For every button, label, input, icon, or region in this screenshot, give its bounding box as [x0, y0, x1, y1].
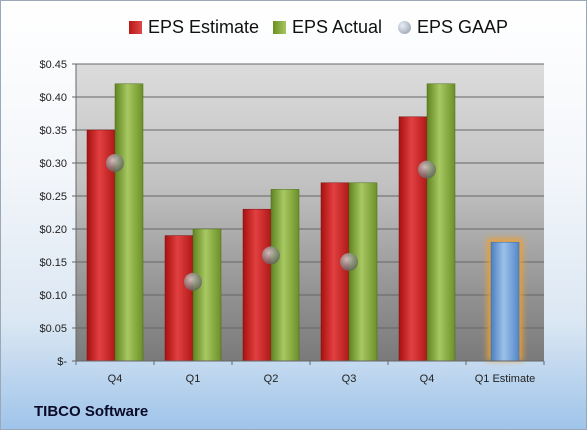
bar-eps-estimate — [164, 235, 194, 362]
marker-eps-gaap — [106, 154, 124, 172]
y-tick-label: $0.15 — [39, 257, 67, 269]
x-axis: Q4 Q1 Q2 Q3 Q4 Q1 Estimate — [75, 360, 545, 385]
marker-eps-gaap — [262, 246, 280, 265]
bar-eps-actual — [114, 83, 144, 362]
x-tick-label: Q1 — [186, 373, 201, 385]
y-tick-label: $0.10 — [39, 290, 67, 302]
legend-swatch-actual — [273, 21, 286, 34]
company-name: TIBCO Software — [34, 403, 149, 420]
legend-label-estimate: EPS Estimate — [148, 17, 260, 37]
x-tick-label: Q2 — [264, 373, 279, 385]
bars — [86, 83, 523, 362]
bar-eps-actual — [348, 182, 378, 362]
y-tick-label: $0.25 — [39, 191, 67, 203]
plot-area — [76, 64, 544, 361]
marker-eps-gaap — [418, 160, 436, 179]
legend-item-estimate: EPS Estimate — [129, 17, 259, 38]
bar-eps-estimate — [398, 116, 428, 362]
x-tick-label: Q1 Estimate — [475, 373, 536, 385]
bar-eps-estimate — [242, 208, 272, 362]
x-tick-label: Q4 — [108, 373, 123, 385]
y-tick-label: $0.30 — [39, 158, 67, 170]
y-tick-label: $0.05 — [39, 323, 67, 335]
marker-eps-gaap — [340, 253, 358, 271]
legend: EPS Estimate EPS Actual EPS GAAP — [1, 17, 586, 43]
marker-eps-gaap — [184, 272, 202, 291]
legend-label-actual: EPS Actual — [292, 17, 383, 37]
bar-eps-actual — [426, 83, 456, 362]
x-tick-label: Q4 — [420, 373, 435, 385]
y-axis: $- $0.05 $0.10 $0.15 $0.20 $0.25 $0.30 $0.35 $0.… — [39, 59, 77, 368]
y-tick-label: $0.40 — [39, 92, 67, 104]
legend-item-actual: EPS Actual — [273, 17, 382, 38]
bar-eps-estimate — [320, 182, 350, 362]
bar-eps-actual — [270, 189, 300, 362]
y-tick-label: $0.45 — [39, 59, 67, 71]
legend-swatch-estimate — [129, 21, 142, 34]
legend-item-gaap: EPS GAAP — [398, 17, 508, 38]
y-tick-label: $- — [57, 356, 67, 368]
legend-swatch-gaap — [398, 21, 411, 34]
legend-label-gaap: EPS GAAP — [417, 17, 509, 37]
y-tick-label: $0.20 — [39, 224, 67, 236]
bar-eps-actual — [192, 228, 222, 362]
gaap-markers — [106, 154, 436, 291]
x-tick-label: Q3 — [342, 373, 357, 385]
y-tick-label: $0.35 — [39, 125, 67, 137]
bar-q1-estimate — [490, 241, 520, 362]
